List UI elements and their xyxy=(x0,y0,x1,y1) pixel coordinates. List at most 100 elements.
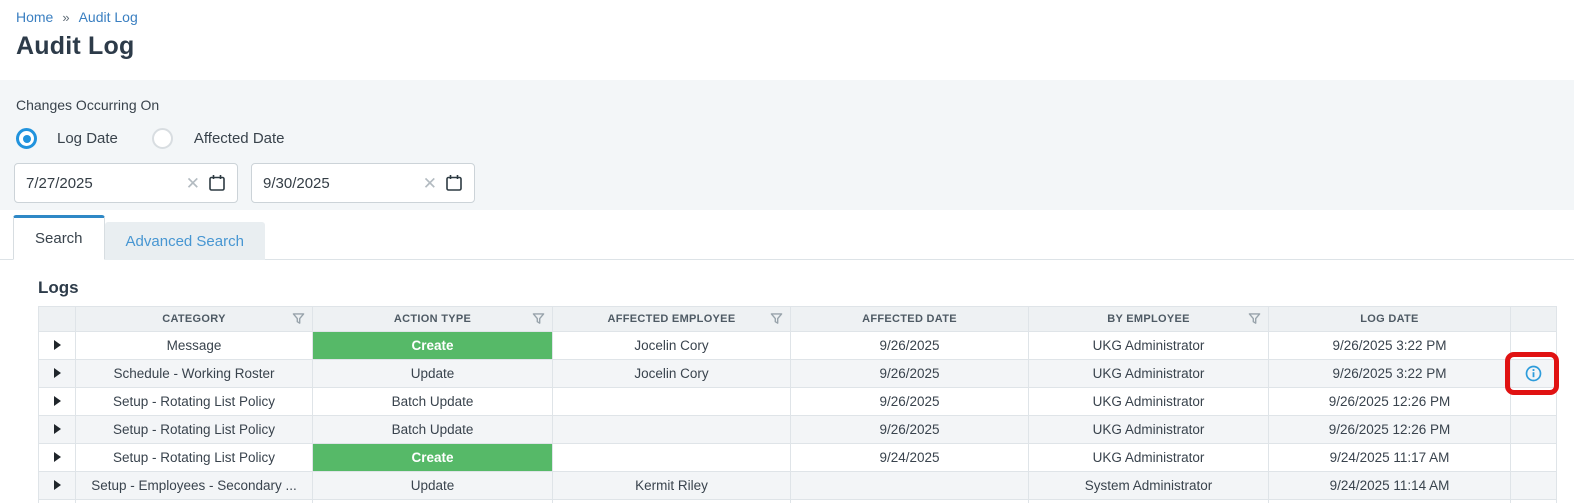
cell-category: Message xyxy=(75,331,313,360)
changes-occurring-on-label: Changes Occurring On xyxy=(16,97,160,113)
info-icon[interactable] xyxy=(1525,365,1542,382)
expand-arrow-icon xyxy=(53,452,61,462)
end-date-input[interactable] xyxy=(263,174,423,192)
affected-date-radio-label: Affected Date xyxy=(193,130,285,147)
cell-affected-employee xyxy=(552,415,791,444)
cell-empty xyxy=(312,499,553,503)
tab-advanced-search[interactable]: Advanced Search xyxy=(104,222,265,260)
cell-by-employee: UKG Administrator xyxy=(1028,443,1269,472)
column-label: LOG DATE xyxy=(1360,313,1419,325)
cell-by-employee: System Administrator xyxy=(1028,471,1269,500)
cell-log-date: 9/26/2025 12:26 PM xyxy=(1268,415,1511,444)
cell-log-date: 9/24/2025 11:17 AM xyxy=(1268,443,1511,472)
expand-arrow-icon xyxy=(53,396,61,406)
end-date-clear-icon[interactable]: ✕ xyxy=(422,173,437,193)
table-row: Setup - Rotating List Policy Batch Updat… xyxy=(38,415,1557,444)
column-label: ACTION TYPE xyxy=(393,313,472,325)
cell-by-employee: UKG Administrator xyxy=(1028,387,1269,416)
filter-icon[interactable] xyxy=(292,313,305,326)
filter-icon[interactable] xyxy=(532,313,545,326)
table-header-row: CATEGORY ACTION TYPE AFFECTED EMPLOYEE A… xyxy=(38,306,1557,332)
affected-date-radio[interactable] xyxy=(151,128,173,149)
cell-category: Schedule - Working Roster xyxy=(75,359,313,388)
column-label: AFFECTED DATE xyxy=(862,313,957,325)
start-date-input[interactable] xyxy=(26,174,186,192)
cell-category: Setup - Rotating List Policy xyxy=(75,415,313,444)
cell-action-type: Batch Update xyxy=(312,387,553,416)
audit-log-table: CATEGORY ACTION TYPE AFFECTED EMPLOYEE A… xyxy=(38,306,1559,503)
expand-arrow-icon xyxy=(53,340,61,350)
cell-action-type: Batch Update xyxy=(312,415,553,444)
filter-icon[interactable] xyxy=(770,313,783,326)
page-title: Audit Log xyxy=(16,32,135,60)
column-header-affected-date[interactable]: AFFECTED DATE xyxy=(790,306,1029,332)
cell-action-type: Create xyxy=(312,331,553,360)
tab-bar: Search Advanced Search xyxy=(0,210,1574,260)
expand-column-header xyxy=(38,306,76,332)
start-date-field[interactable]: ✕ xyxy=(14,163,238,203)
table-row: Message Create Jocelin Cory 9/26/2025 UK… xyxy=(38,331,1557,360)
expand-row-button[interactable] xyxy=(38,387,76,416)
table-row: Setup - Rotating List Policy Batch Updat… xyxy=(38,387,1557,416)
cell-action-type: Update xyxy=(312,471,553,500)
cell-log-date: 9/26/2025 3:22 PM xyxy=(1268,331,1511,360)
cell-empty xyxy=(38,499,76,503)
cell-info xyxy=(1510,415,1557,444)
expand-row-button[interactable] xyxy=(38,415,76,444)
log-date-radio[interactable] xyxy=(16,128,37,149)
cell-log-date: 9/26/2025 12:26 PM xyxy=(1268,387,1511,416)
cell-category: Setup - Rotating List Policy xyxy=(75,387,313,416)
logs-heading: Logs xyxy=(38,278,79,297)
column-label: AFFECTED EMPLOYEE xyxy=(607,313,736,325)
end-date-field[interactable]: ✕ xyxy=(251,163,475,203)
cell-affected-date: 9/26/2025 xyxy=(790,415,1029,444)
start-date-clear-icon[interactable]: ✕ xyxy=(185,173,200,193)
log-date-radio-label: Log Date xyxy=(57,130,118,147)
expand-row-button[interactable] xyxy=(38,471,76,500)
cell-category: Setup - Rotating List Policy xyxy=(75,443,313,472)
cell-by-employee: UKG Administrator xyxy=(1028,359,1269,388)
cell-category: Setup - Employees - Secondary ... xyxy=(75,471,313,500)
cell-affected-date: 9/26/2025 xyxy=(790,331,1029,360)
column-header-log-date[interactable]: LOG DATE xyxy=(1268,306,1511,332)
cell-affected-employee: Jocelin Cory xyxy=(552,359,791,388)
date-range-row: ✕ ✕ xyxy=(14,163,1558,203)
cell-empty xyxy=(1028,499,1269,503)
breadcrumb-home-link[interactable]: Home xyxy=(16,9,54,25)
table-row: Setup - Employees - Secondary ... Update… xyxy=(38,471,1557,500)
table-row-partial xyxy=(38,499,1557,503)
cell-empty xyxy=(1268,499,1511,503)
cell-empty xyxy=(790,499,1029,503)
tab-search[interactable]: Search xyxy=(13,215,105,260)
end-date-calendar-icon[interactable] xyxy=(445,174,463,192)
expand-arrow-icon xyxy=(53,480,61,490)
info-column-header xyxy=(1510,306,1557,332)
cell-affected-employee: Jocelin Cory xyxy=(552,331,791,360)
radio-dot xyxy=(22,134,31,143)
cell-info xyxy=(1510,471,1557,500)
cell-action-type: Update xyxy=(312,359,553,388)
column-header-category[interactable]: CATEGORY xyxy=(75,306,313,332)
column-header-by-employee[interactable]: BY EMPLOYEE xyxy=(1028,306,1269,332)
column-header-affected-employee[interactable]: AFFECTED EMPLOYEE xyxy=(552,306,791,332)
date-type-radio-group: Log Date Affected Date xyxy=(16,128,1558,149)
cell-empty xyxy=(552,499,791,503)
cell-action-type: Create xyxy=(312,443,553,472)
expand-row-button[interactable] xyxy=(38,331,76,360)
expand-row-button[interactable] xyxy=(38,359,76,388)
cell-affected-employee: Kermit Riley xyxy=(552,471,791,500)
breadcrumb-audit-log-link[interactable]: Audit Log xyxy=(78,9,138,25)
column-label: BY EMPLOYEE xyxy=(1107,313,1190,325)
filter-icon[interactable] xyxy=(1248,313,1261,326)
expand-arrow-icon xyxy=(53,424,61,434)
expand-arrow-icon xyxy=(53,368,61,378)
cell-affected-date xyxy=(790,471,1029,500)
expand-row-button[interactable] xyxy=(38,443,76,472)
table-row: Setup - Rotating List Policy Create 9/24… xyxy=(38,443,1557,472)
column-label: CATEGORY xyxy=(162,313,226,325)
column-header-action-type[interactable]: ACTION TYPE xyxy=(312,306,553,332)
cell-by-employee: UKG Administrator xyxy=(1028,415,1269,444)
cell-log-date: 9/26/2025 3:22 PM xyxy=(1268,359,1511,388)
cell-log-date: 9/24/2025 11:14 AM xyxy=(1268,471,1511,500)
start-date-calendar-icon[interactable] xyxy=(208,174,226,192)
